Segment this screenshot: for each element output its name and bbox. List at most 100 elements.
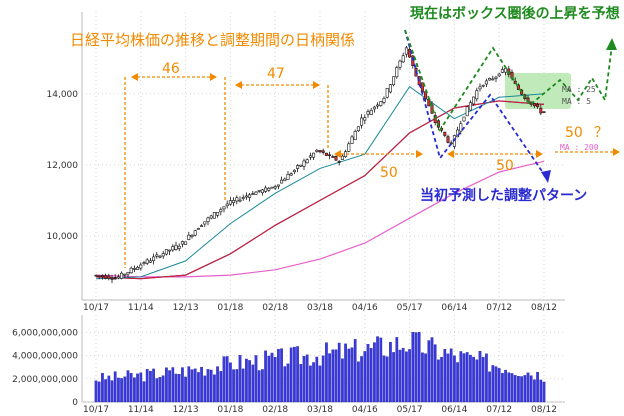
- arrowhead: [613, 148, 620, 156]
- volume-bar: [405, 351, 408, 403]
- candle-body: [126, 271, 130, 275]
- candle-body: [97, 275, 101, 278]
- volume-bar: [184, 376, 187, 403]
- candle-body: [360, 117, 364, 126]
- volume-bar: [293, 346, 296, 403]
- candle-body: [158, 255, 162, 258]
- candle-body: [331, 156, 335, 158]
- candle-body: [283, 178, 287, 182]
- volume-bar: [171, 367, 175, 403]
- volume-bar: [152, 368, 155, 403]
- volume-bar: [222, 356, 226, 403]
- candle-body: [516, 84, 520, 90]
- volume-bar: [251, 364, 255, 403]
- candle-body: [318, 150, 322, 153]
- candle-body: [190, 234, 194, 237]
- candle-body: [280, 179, 284, 184]
- candle-body: [132, 268, 136, 270]
- volume-bar: [475, 359, 479, 403]
- volume-tick-labels: 0 2,000,000,000 4,000,000,000 6,000,000,000: [12, 328, 78, 408]
- x-tick-label: 03/18: [307, 405, 333, 415]
- candle-body: [193, 230, 197, 236]
- candle-body: [145, 259, 149, 264]
- volume-bar: [277, 349, 280, 403]
- candle-body: [446, 136, 450, 143]
- volume-bar: [241, 368, 245, 403]
- candle-body: [385, 88, 389, 98]
- candle-body: [228, 200, 232, 205]
- candle-body: [472, 96, 476, 105]
- volume-bar: [107, 375, 111, 403]
- candle-body: [171, 246, 175, 251]
- forecast-line: [404, 29, 613, 133]
- candle-body: [116, 276, 120, 279]
- volume-bars: [94, 331, 546, 403]
- volume-bar: [270, 352, 274, 403]
- x-tick-label: 04/16: [352, 405, 378, 415]
- volume-bar: [456, 362, 459, 403]
- candle-body: [155, 254, 159, 257]
- candle-body: [212, 212, 216, 219]
- candle-body: [350, 136, 354, 144]
- x-tick-label: 05/17: [397, 405, 423, 415]
- ma200-pink-polyline: [95, 160, 545, 278]
- volume-bar: [200, 366, 203, 403]
- candle-body: [276, 184, 280, 187]
- volume-bar: [117, 377, 120, 403]
- volume-bar: [459, 351, 463, 403]
- candle-body: [200, 225, 204, 228]
- x-tick-label: 05/17: [397, 303, 423, 313]
- candle-body: [296, 165, 300, 169]
- forecast-arrowhead: [541, 170, 551, 183]
- candle-body: [113, 277, 117, 280]
- candle-body: [484, 80, 488, 85]
- x-tick-label: 08/12: [531, 405, 557, 415]
- volume-bar: [363, 351, 367, 403]
- candle-body: [100, 275, 104, 277]
- candle-body: [504, 68, 508, 73]
- candle-body: [497, 73, 501, 77]
- volume-bar: [430, 337, 434, 403]
- candle-body: [164, 249, 168, 255]
- volume-bar: [206, 369, 210, 403]
- candle-body: [129, 267, 133, 274]
- candle-body: [267, 187, 271, 191]
- volume-bar: [229, 362, 232, 403]
- volume-bar: [347, 348, 351, 403]
- candle-body: [203, 221, 207, 225]
- volume-bar: [517, 376, 520, 403]
- volume-bar: [488, 371, 491, 403]
- candle-body: [152, 256, 156, 261]
- x-tick-label: 10/17: [83, 405, 109, 415]
- x-tick-label: 02/18: [262, 405, 288, 415]
- candle-body: [209, 215, 213, 219]
- volume-bar: [254, 355, 258, 403]
- volume-bar: [331, 349, 335, 403]
- candle-body: [536, 104, 540, 108]
- arrowhead: [416, 150, 423, 158]
- volume-bar: [478, 350, 482, 403]
- box-range-highlight: [505, 73, 571, 109]
- candle-body: [174, 244, 178, 251]
- volume-bar: [309, 365, 312, 403]
- volume-tick-label: 6,000,000,000: [12, 328, 78, 338]
- candle-body: [475, 90, 479, 100]
- question-mark: ？: [594, 125, 608, 141]
- ma200-pink-line: [95, 160, 545, 278]
- candle-body: [177, 245, 181, 249]
- candle-body: [401, 55, 405, 63]
- price-tick-label: 14,000: [47, 90, 79, 100]
- volume-bar: [350, 347, 354, 403]
- period-label-1: 46: [162, 61, 180, 77]
- period-label-3: 50: [380, 165, 398, 181]
- volume-bar: [97, 381, 101, 403]
- candle-body: [225, 203, 229, 207]
- volume-bar: [318, 365, 322, 403]
- volume-bar: [469, 354, 472, 403]
- x-tick-label: 07/12: [486, 303, 512, 313]
- volume-bar: [216, 366, 219, 403]
- volume-bar: [181, 367, 184, 403]
- volume-bar: [389, 341, 392, 403]
- period-label-2: 47: [267, 66, 285, 82]
- candle-body: [180, 241, 184, 245]
